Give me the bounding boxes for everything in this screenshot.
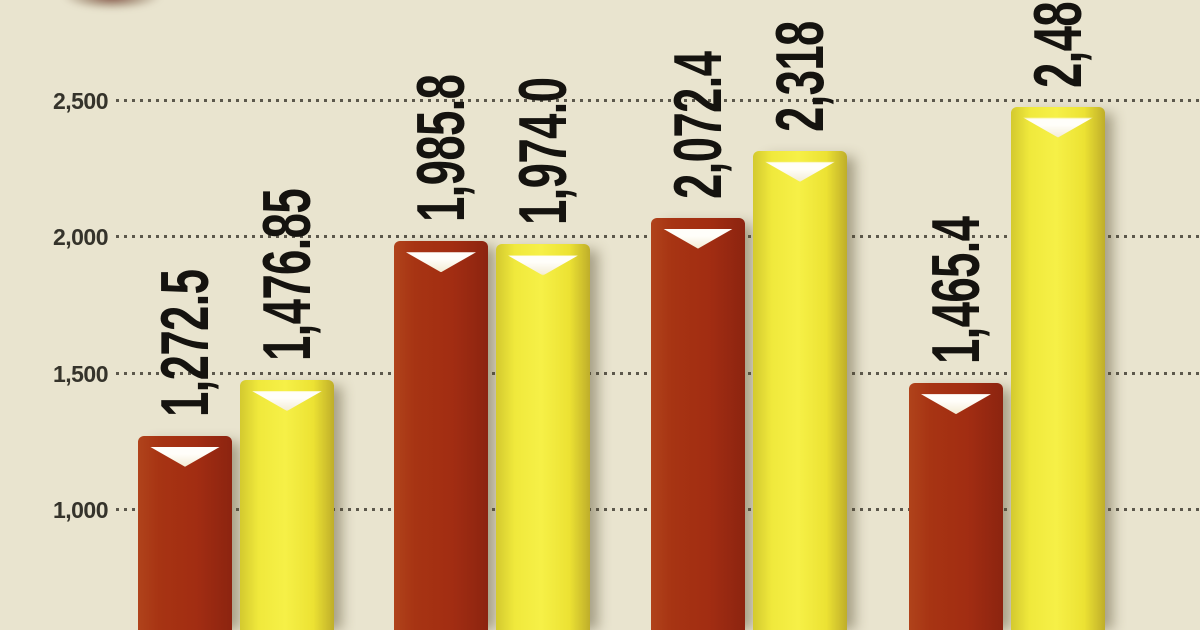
bar-value-label: 1,974.0 [505, 78, 581, 226]
bar-value-label: 1,465.4 [918, 216, 994, 365]
bar-maroon-3 [651, 217, 745, 630]
bar-maroon-2 [394, 241, 488, 630]
bar-value-label: 2,48 [1020, 1, 1096, 88]
y-tick-label: 2,500 [52, 88, 109, 115]
cropped-top-artifact [62, 0, 162, 10]
bar-maroon-1 [138, 435, 232, 630]
y-tick-label: 1,000 [52, 497, 109, 523]
down-triangle-marker-icon [252, 391, 322, 411]
y-tick-label: 1,500 [52, 360, 109, 387]
bar-yellow-1 [240, 380, 334, 630]
bar-value-label: 2,072.4 [660, 51, 736, 199]
bar-value-label: 1,476.85 [249, 189, 325, 361]
dotted-gridline [116, 99, 1200, 103]
bar-yellow-2 [496, 244, 590, 630]
bar-value-label: 2,318 [762, 21, 838, 132]
down-triangle-marker-icon [1023, 117, 1093, 138]
bar-value-label: 1,272.5 [147, 269, 223, 417]
bar-value-label: 1,985.8 [403, 74, 479, 223]
down-triangle-marker-icon [508, 255, 578, 276]
bar-yellow-3 [753, 150, 847, 630]
down-triangle-marker-icon [150, 446, 220, 467]
down-triangle-marker-icon [663, 228, 733, 249]
down-triangle-marker-icon [921, 394, 991, 415]
down-triangle-marker-icon [765, 161, 835, 182]
bar-yellow-4 [1011, 106, 1105, 630]
y-tick-label: 2,000 [52, 224, 109, 251]
bar-maroon-4 [909, 383, 1003, 630]
down-triangle-marker-icon [406, 252, 476, 273]
